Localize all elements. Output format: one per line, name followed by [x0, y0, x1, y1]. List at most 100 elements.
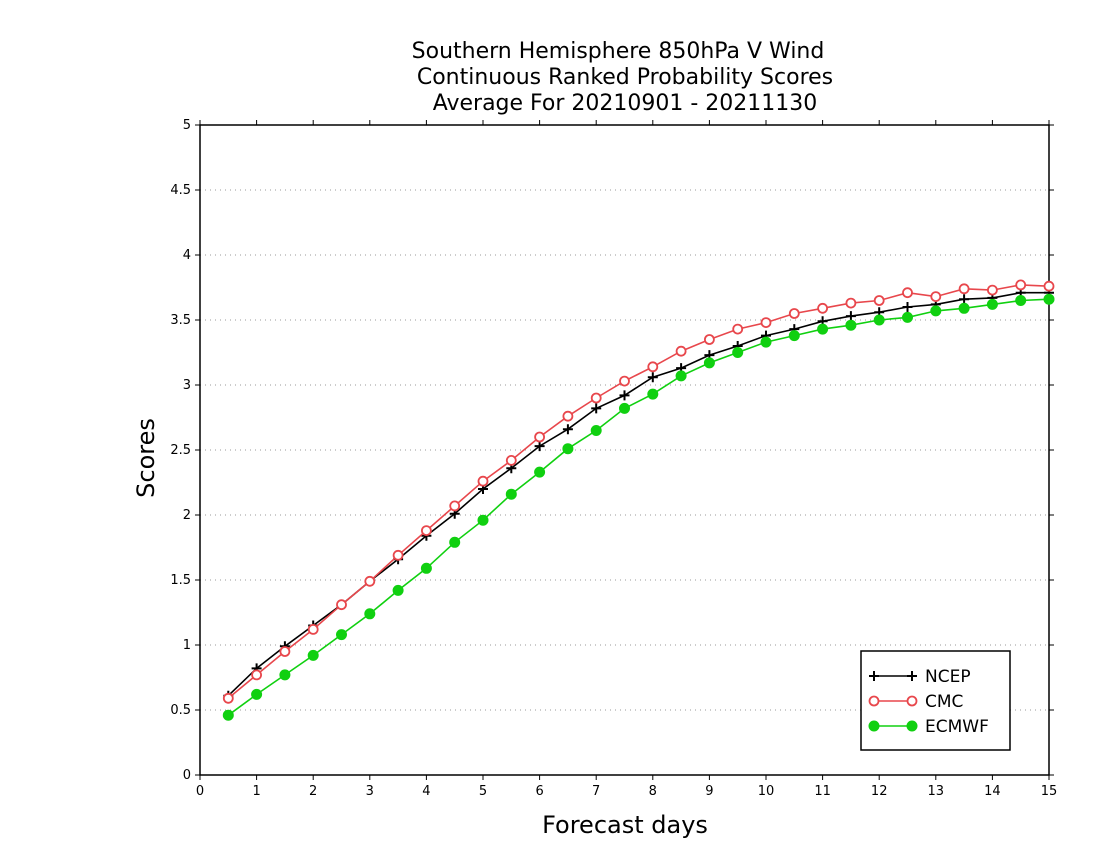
data-point-ecmwf	[619, 402, 630, 414]
series-line-cmc	[227, 284, 1050, 699]
data-point-cmc	[704, 334, 715, 345]
x-axis-title: Forecast days	[542, 811, 708, 839]
axis-ticks: 00.511.522.533.544.550 1 2 3 4 5 6 7 8 9 10 11 12 13 1…	[170, 118, 1057, 799]
data-point-ecmwf	[279, 669, 291, 681]
legend-marker-ecmwf	[868, 720, 880, 732]
data-point-cmc	[845, 297, 857, 309]
data-point-ecmwf	[562, 443, 574, 455]
data-point-cmc	[760, 317, 772, 329]
data-point-ecmwf	[760, 336, 772, 348]
series-cmc	[222, 279, 1055, 704]
data-point-ncep	[591, 403, 602, 414]
legend-label-ecmwf: ECMWF	[925, 717, 989, 737]
y-tick-label: 1	[183, 638, 191, 653]
data-point-cmc	[590, 392, 602, 404]
chart-title: Southern Hemisphere 850hPa V Wind Contin…	[412, 39, 834, 116]
data-point-ecmwf	[1015, 295, 1027, 306]
data-point-ecmwf	[1043, 293, 1055, 305]
data-point-cmc	[619, 375, 630, 387]
data-point-ncep	[902, 302, 913, 312]
data-point-ecmwf	[449, 536, 461, 548]
data-point-cmc	[251, 669, 263, 681]
data-point-ncep	[619, 390, 630, 401]
data-point-ecmwf	[986, 298, 998, 310]
legend-marker-ncep	[869, 671, 879, 681]
y-tick-label: 4.5	[170, 183, 191, 198]
legend-marker-ncep	[907, 671, 917, 681]
data-point-cmc	[505, 454, 517, 466]
data-point-ecmwf	[902, 311, 913, 323]
data-point-ecmwf	[251, 688, 263, 700]
series-ecmwf	[222, 293, 1055, 721]
data-point-ncep	[845, 311, 856, 322]
y-tick-label: 3.5	[170, 313, 191, 328]
x-tick-label: 13	[928, 784, 945, 799]
x-tick-label: 12	[871, 784, 888, 799]
legend-label-cmc: CMC	[925, 692, 963, 712]
y-tick-label: 1.5	[170, 573, 191, 588]
legend-marker-cmc	[868, 695, 880, 707]
data-point-ncep	[534, 441, 545, 452]
legend: NCEP CMC ECMWF	[860, 650, 1011, 751]
data-point-ecmwf	[703, 357, 715, 369]
data-point-ecmwf	[958, 302, 970, 314]
x-tick-label: 11	[814, 784, 831, 799]
y-tick-label: 2	[183, 508, 191, 523]
data-point-cmc	[958, 283, 970, 295]
x-tick-label: 10	[758, 784, 775, 799]
data-point-ecmwf	[534, 466, 546, 478]
x-tick-label: 14	[984, 784, 1001, 799]
data-point-ecmwf	[505, 488, 517, 500]
y-tick-label: 3	[183, 378, 191, 393]
y-tick-label: 2.5	[170, 443, 191, 458]
legend-marker-cmc	[906, 695, 918, 707]
series-line-ncep	[227, 291, 1049, 697]
data-point-cmc	[336, 599, 347, 611]
data-point-ecmwf	[647, 388, 659, 400]
x-tick-label: 9	[705, 784, 713, 799]
data-point-ecmwf	[307, 649, 319, 661]
data-point-cmc	[817, 302, 828, 314]
data-point-cmc	[534, 431, 545, 443]
series-ncep	[223, 287, 1054, 701]
data-point-cmc	[902, 287, 913, 299]
data-point-cmc	[987, 284, 998, 296]
data-point-cmc	[873, 295, 885, 306]
data-point-cmc	[647, 361, 659, 373]
x-tick-label: 15	[1041, 784, 1058, 799]
y-tick-label: 5	[183, 118, 191, 133]
data-point-cmc	[222, 692, 234, 704]
data-point-ecmwf	[222, 709, 234, 721]
data-point-cmc	[675, 345, 687, 357]
x-tick-label: 5	[479, 784, 487, 799]
x-tick-label: 8	[649, 784, 657, 799]
x-tick-label: 6	[535, 784, 543, 799]
data-point-ecmwf	[364, 608, 376, 620]
data-point-ecmwf	[930, 305, 942, 317]
chart-title-line-1: Southern Hemisphere 850hPa V Wind	[412, 39, 825, 64]
data-point-cmc	[930, 291, 942, 303]
data-point-cmc	[420, 525, 432, 536]
grid-lines	[200, 189, 1049, 711]
data-point-ncep	[959, 294, 970, 305]
data-series	[222, 279, 1055, 721]
data-point-ecmwf	[732, 347, 744, 358]
data-point-cmc	[788, 308, 800, 319]
data-point-ecmwf	[590, 425, 602, 436]
data-point-cmc	[732, 323, 744, 335]
data-point-cmc	[449, 500, 461, 512]
chart-title-line-3: Average For 20210901 - 20211130	[433, 91, 818, 116]
y-tick-label: 0	[183, 768, 191, 783]
x-tick-label: 2	[309, 784, 317, 799]
data-point-ecmwf	[817, 323, 829, 335]
data-point-ecmwf	[845, 319, 857, 331]
x-tick-label: 0	[196, 784, 204, 799]
y-axis-title: Scores	[132, 418, 160, 498]
x-tick-label: 1	[252, 784, 260, 799]
data-point-cmc	[364, 575, 376, 587]
data-point-cmc	[1043, 280, 1055, 292]
chart-title-line-2: Continuous Ranked Probability Scores	[417, 65, 833, 90]
data-point-cmc	[477, 475, 489, 487]
data-point-cmc	[307, 624, 319, 635]
